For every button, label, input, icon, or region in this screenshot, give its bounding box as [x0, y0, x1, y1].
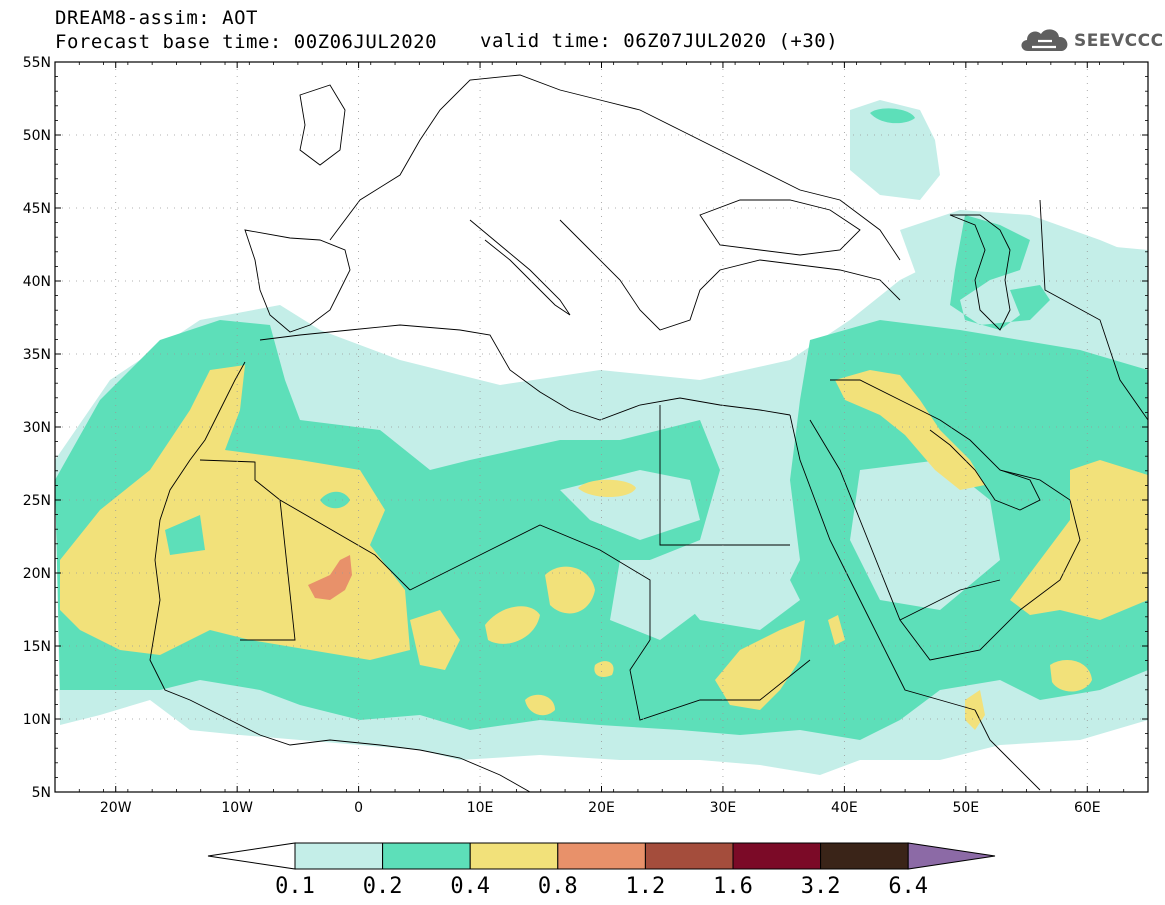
lon-label: 10W [221, 800, 253, 816]
border-sahara-1 [199, 459, 411, 591]
forecast-base-time: Forecast base time: 00Z06JUL2020 [55, 31, 438, 53]
lat-label: 10N [23, 712, 51, 728]
aot-band-0-2-north [870, 108, 915, 124]
border-sahara-2 [240, 499, 296, 641]
aot-band-0-4-sudan2 [594, 661, 614, 677]
colorbar-label: 0.8 [538, 874, 578, 899]
colorbar-label: 0.1 [275, 874, 315, 899]
colorbar-box [820, 842, 909, 870]
aot-band-0-2-caspian [950, 215, 1050, 330]
colorbar-label: 0.4 [450, 874, 490, 899]
aot-hole-mauritania [165, 515, 205, 555]
aot-band-0-8 [308, 555, 352, 600]
lat-label: 30N [23, 420, 51, 436]
aot-band-0-4-cameroon [525, 694, 555, 716]
lat-label: 50N [23, 128, 51, 144]
colorbar-label: 6.4 [888, 874, 928, 899]
lon-label: 50E [952, 800, 979, 816]
colorbar-box [294, 842, 384, 870]
map-title: DREAM8-assim: AOT [55, 7, 258, 29]
colorbar-over-arrow [907, 842, 996, 870]
aot-band-0-4-iraq [835, 370, 985, 490]
valid-time: valid time: 06Z07JUL2020 (+30) [480, 30, 839, 52]
lon-label: 0 [354, 800, 363, 816]
colorbar-box [382, 842, 471, 870]
map-header: DREAM8-assim: AOT Forecast base time: 00… [55, 6, 437, 54]
coast-europe [329, 74, 901, 261]
coast-uk [299, 84, 346, 166]
lat-label: 25N [23, 493, 51, 509]
colorbar-box [469, 842, 559, 870]
border-arabia [899, 579, 1001, 621]
aot-hole-egypt [650, 545, 800, 630]
coast-balkans-greece [559, 219, 901, 331]
lat-label: 5N [32, 785, 51, 801]
aot-band-0-4-chad2 [485, 606, 540, 644]
border-iran [1039, 199, 1148, 421]
aot-band-0-1-north [850, 100, 940, 200]
colorbar-label: 0.2 [363, 874, 403, 899]
lat-label: 45N [23, 201, 51, 217]
seevccc-logo: SEEVCCC [1018, 24, 1164, 58]
aot-shading [55, 100, 1148, 775]
lon-label: 40E [831, 800, 858, 816]
aot-band-0-4-chad [545, 566, 595, 614]
lon-label: 30E [710, 800, 737, 816]
coast-red-sea [789, 414, 976, 711]
lat-label: 20N [23, 566, 51, 582]
lon-label: 10E [467, 800, 494, 816]
colorbar-box [644, 842, 734, 870]
coast-west-africa [149, 361, 531, 792]
aot-band-0-4-yemen [1050, 660, 1092, 692]
lat-lon-grid [55, 61, 1148, 793]
logo-text: SEEVCCC [1074, 31, 1164, 51]
aot-band-0-4-eritrea [828, 615, 845, 645]
lat-label: 35N [23, 347, 51, 363]
coast-italy [469, 219, 571, 316]
lon-label: 60E [1074, 800, 1101, 816]
coast-arabia [809, 379, 1081, 661]
coast-north-africa [259, 324, 791, 421]
colorbar-box [557, 842, 646, 870]
cloud-icon [1018, 24, 1072, 58]
border-sahara-3 [409, 524, 651, 640]
lat-label: 15N [23, 639, 51, 655]
colorbar-box [732, 842, 822, 870]
coast-iberia [244, 229, 351, 333]
aot-band-0-4-sudan [715, 620, 805, 710]
colorbar-under-arrow [207, 842, 296, 870]
aot-hole-sahel [850, 460, 1000, 610]
border-egypt [659, 405, 790, 546]
lat-label: 55N [23, 55, 51, 71]
aot-band-0-4-arabia [1010, 460, 1148, 620]
lon-label: 20E [588, 800, 615, 816]
colorbar: 0.1 0.2 0.4 0.8 1.2 1.6 3.2 6.4 [207, 842, 996, 899]
coast-caspian [949, 214, 1011, 331]
coastlines-and-borders [149, 74, 1148, 792]
colorbar-label: 3.2 [801, 874, 841, 899]
colorbar-label: 1.6 [713, 874, 753, 899]
colorbar-label: 1.2 [626, 874, 666, 899]
aot-band-0-4-libya [578, 479, 636, 497]
coast-horn [974, 709, 1041, 791]
border-sudan [629, 639, 811, 721]
lat-label: 40N [23, 274, 51, 290]
aot-band-0-4-niger [410, 610, 460, 670]
coast-black-sea [699, 199, 861, 256]
lon-label: 20W [100, 800, 132, 816]
map-axes: 20W 10W 0 10E 20E 30E 40E 50E 60E 55N 50N 45N 40N 35N… [23, 55, 1149, 816]
coast-persian-gulf [929, 429, 1041, 511]
